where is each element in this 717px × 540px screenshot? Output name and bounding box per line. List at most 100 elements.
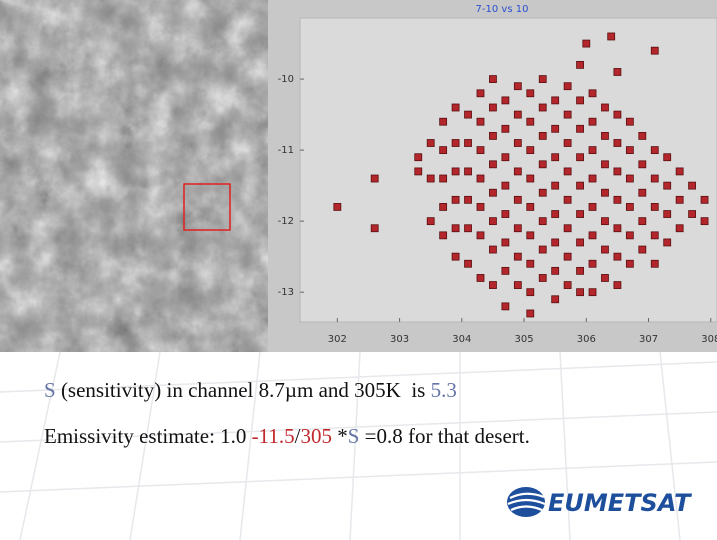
y-tick-label: -11 [278,145,294,156]
point [663,181,672,190]
point [439,174,448,183]
point [333,203,342,211]
point [513,110,522,119]
y-tick-label: -13 [278,287,294,298]
point [582,39,591,48]
point [625,231,634,240]
point [625,117,634,126]
point [613,281,622,289]
point [601,274,609,282]
point [426,139,435,147]
x-tick-label: 303 [390,334,409,345]
point [613,68,622,76]
point [501,266,510,275]
point [489,245,497,254]
point [526,146,535,155]
point [625,259,634,268]
point [489,217,497,226]
point [650,231,659,240]
point [538,217,547,226]
point [625,146,634,155]
point [513,195,522,204]
point [439,231,448,240]
point [370,224,379,233]
point [576,96,584,105]
x-tick-label: 308 [701,334,717,345]
point [489,75,497,83]
point [700,217,709,226]
point [476,117,485,126]
point [688,210,697,218]
point [601,217,609,226]
point [613,252,622,261]
point [439,117,448,126]
point [476,146,485,155]
point [526,174,535,183]
point [588,89,597,98]
point [625,203,634,211]
point [538,75,547,83]
point [650,146,659,155]
point [538,274,547,282]
point [625,174,634,183]
point [551,238,560,247]
point [451,103,460,112]
point [464,195,472,204]
point [601,103,609,112]
point [638,245,647,254]
point [538,188,547,197]
point [526,89,535,98]
point [551,96,560,105]
point [551,153,560,162]
point [613,167,622,176]
point [439,203,448,211]
point [451,167,460,176]
point [563,224,572,233]
point [489,103,497,112]
point [675,224,684,233]
point [613,139,622,147]
point [513,252,522,261]
point [489,188,497,197]
point [675,167,684,176]
point [414,167,423,176]
point [576,288,584,297]
point [538,160,547,169]
x-tick-label: 307 [639,334,658,345]
point [526,288,535,297]
point [464,110,472,119]
point [601,132,609,140]
point [551,124,560,133]
y-tick-label: -10 [278,74,294,85]
text-run: / [294,424,301,448]
point [576,153,584,162]
point [476,231,485,240]
point [576,60,584,69]
point [688,181,697,190]
point [464,167,472,176]
point [650,174,659,183]
point [588,117,597,126]
point [501,302,510,311]
text-run: (sensitivity) in channel 8.7µm and 305K … [55,378,431,402]
point [526,203,535,211]
point [576,266,584,275]
point [426,217,435,226]
point [576,238,584,247]
point [588,174,597,183]
point [464,139,472,147]
chart-title: 7-10 vs 10 [476,4,529,15]
point [489,281,497,289]
point [513,224,522,233]
point [576,124,584,133]
point [501,238,510,247]
point [650,259,659,268]
point [551,295,560,304]
point [476,174,485,183]
point [538,245,547,254]
text-run: 5.3 [430,378,457,402]
point [551,266,560,275]
point [464,259,472,268]
point [426,174,435,183]
